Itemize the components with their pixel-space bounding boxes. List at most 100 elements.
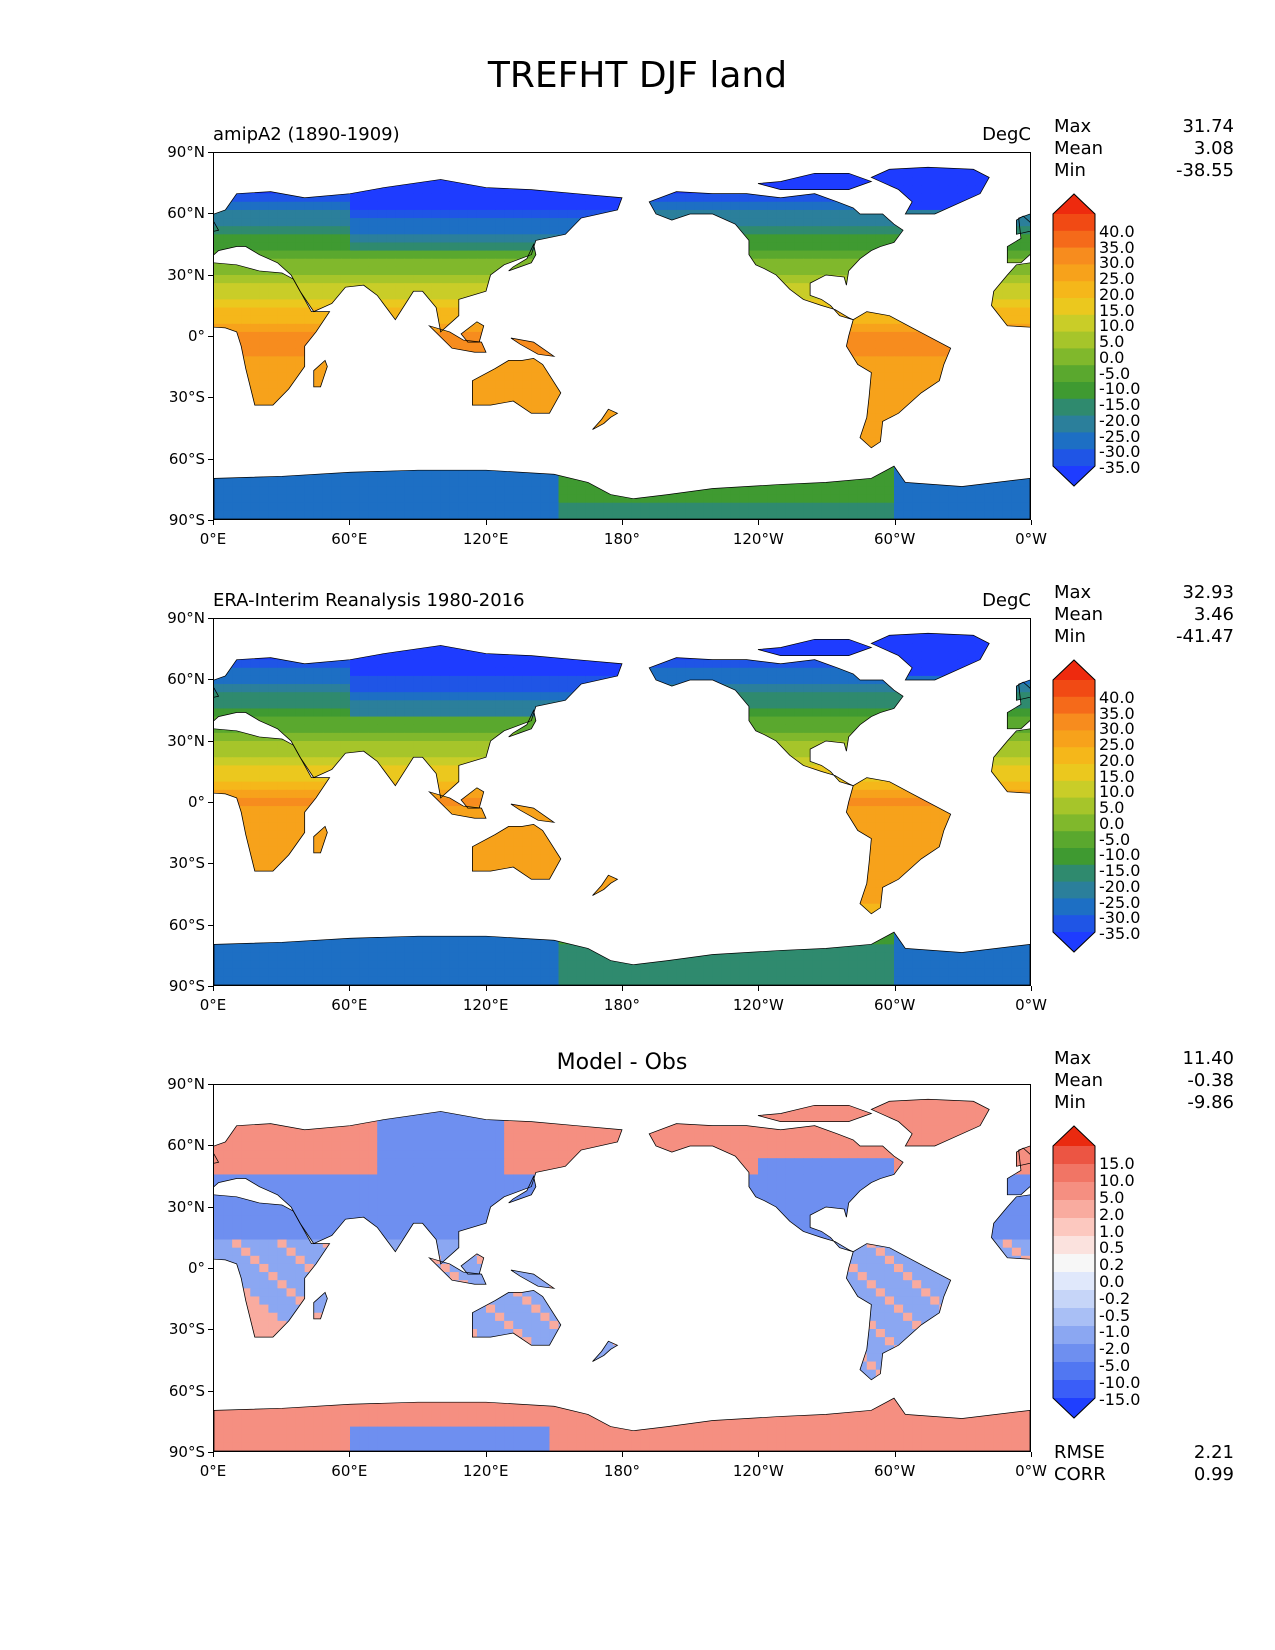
coastline-uk: [1016, 1147, 1030, 1167]
coastline-nz: [592, 874, 619, 896]
lon-tick-label: 60°W: [873, 530, 916, 548]
colorbar-bin: [1053, 214, 1095, 232]
coastline-greenland: [870, 1098, 990, 1147]
coastline-arctic_islands: [757, 1104, 873, 1122]
coastline-africa: [214, 728, 331, 872]
coastline-indonesia: [428, 791, 487, 819]
colorbar-extend-max: [1053, 194, 1095, 214]
coastline-newguinea: [510, 337, 556, 357]
coastline-nz: [592, 1340, 619, 1362]
colorbar-bin: [1053, 298, 1095, 316]
colorbar-bin: [1053, 264, 1095, 282]
tick-mark: [208, 924, 213, 926]
colorbar-tick-label: -25.0: [1099, 426, 1141, 446]
map-svg: [214, 166, 1030, 519]
stat-label: CORR: [1054, 1464, 1106, 1485]
coastline-greenland: [870, 632, 990, 681]
stat-label: Mean: [1054, 1070, 1104, 1091]
colorbar-tick-label: -10.0: [1099, 1372, 1141, 1392]
tick-mark: [485, 986, 487, 991]
colorbar-bin: [1053, 432, 1095, 450]
colorbar-tick-label: 20.0: [1099, 750, 1135, 770]
colorbar-bin: [1053, 382, 1095, 400]
stat-label: Max: [1054, 582, 1092, 603]
coastline-japan: [508, 1175, 537, 1204]
colorbar-tick-label: 20.0: [1099, 284, 1135, 304]
colorbar-tick-label: 15.0: [1099, 1154, 1135, 1174]
tick-mark: [208, 1268, 213, 1269]
lon-tick-label: 120°E: [462, 996, 509, 1014]
colorbar-bin: [1053, 864, 1095, 883]
colorbar-tick-label: 10.0: [1099, 1171, 1135, 1191]
stat-label: Min: [1054, 1092, 1086, 1113]
colorbar-bin: [1053, 230, 1095, 249]
tick-mark: [349, 520, 351, 525]
tick-mark: [1031, 520, 1032, 525]
tick-mark: [208, 1084, 213, 1085]
colorbar-tick-label: 35.0: [1099, 237, 1135, 257]
map-frame: [213, 618, 1031, 986]
colorbar-bin: [1053, 1362, 1095, 1381]
colorbar-tick-label: -30.0: [1099, 442, 1141, 462]
lat-tick-label: 90°S: [168, 1443, 205, 1461]
coastline-uk: [214, 221, 220, 232]
coastline-northamerica: [648, 657, 904, 787]
colorbar-tick-label: -10.0: [1099, 379, 1141, 399]
colorbar-tick-label: 30.0: [1099, 719, 1135, 739]
colorbar-bin: [1053, 780, 1095, 799]
colorbar-tick-label: 35.0: [1099, 703, 1135, 723]
coastline-borneo: [460, 321, 485, 343]
colorbar-tick-label: 25.0: [1099, 735, 1135, 755]
map-frame: [213, 152, 1031, 520]
lat-tick-label: 30°N: [167, 1197, 205, 1216]
colorbar-tick-label: -5.0: [1099, 363, 1131, 383]
coastline-madagascar: [313, 825, 328, 854]
stat-value: 31.74: [1182, 116, 1234, 137]
colorbar-tick-label: -1.0: [1099, 1322, 1131, 1342]
coastline-africa: [214, 1194, 331, 1338]
colorbar-extend-max: [1053, 1126, 1095, 1146]
coastline-africa: [991, 262, 1030, 328]
lat-tick-label: 90°S: [168, 977, 205, 995]
lat-tick-label: 90°N: [167, 609, 205, 627]
colorbar-tick-label: 0.5: [1099, 1238, 1125, 1258]
coastline-eurasia: [214, 1111, 623, 1265]
colorbar-bin: [1053, 898, 1095, 916]
lat-tick-label: 30°S: [168, 1320, 205, 1339]
tick-mark: [208, 1145, 213, 1147]
colorbar-bin: [1053, 1254, 1095, 1273]
lon-tick-label: 180°: [603, 530, 641, 548]
lat-tick-label: 60°N: [167, 670, 205, 689]
colorbar-bin: [1053, 1290, 1095, 1309]
coastline-newguinea: [510, 803, 556, 823]
colorbar-tick-label: 0.0: [1099, 1272, 1125, 1291]
stat-value: -38.55: [1175, 160, 1234, 181]
lon-tick-label: 0°E: [199, 1462, 227, 1480]
colorbar-extend-max: [1053, 660, 1095, 680]
colorbar-bin: [1053, 331, 1095, 349]
colorbar-bin: [1053, 1146, 1095, 1165]
lon-tick-label: 180°: [603, 1462, 641, 1480]
colorbar: [1052, 193, 1096, 487]
lon-tick-label: 0°W: [1015, 1462, 1047, 1480]
coastline-uk: [214, 687, 220, 698]
colorbar-bin: [1053, 1218, 1095, 1237]
colorbar-bin: [1053, 281, 1095, 299]
tick-mark: [208, 802, 213, 803]
colorbar-tick-label: 15.0: [1099, 766, 1135, 786]
colorbar-bin: [1053, 1182, 1095, 1201]
lat-tick-label: 0°: [187, 1259, 205, 1277]
colorbar-bin: [1053, 747, 1095, 765]
coastline-africa: [991, 728, 1030, 794]
colorbar-bin: [1053, 1326, 1095, 1345]
lon-tick-label: 120°E: [462, 530, 509, 548]
colorbar-bin: [1053, 848, 1095, 866]
tick-mark: [1031, 1452, 1032, 1457]
colorbar-tick-label: -0.5: [1099, 1305, 1131, 1325]
tick-mark: [213, 520, 214, 525]
lon-tick-label: 120°W: [732, 530, 784, 548]
tick-mark: [1031, 986, 1032, 991]
colorbar-bin: [1053, 1236, 1095, 1255]
coastline-southamerica: [845, 311, 952, 449]
colorbar-tick-label: 0.0: [1099, 347, 1125, 367]
